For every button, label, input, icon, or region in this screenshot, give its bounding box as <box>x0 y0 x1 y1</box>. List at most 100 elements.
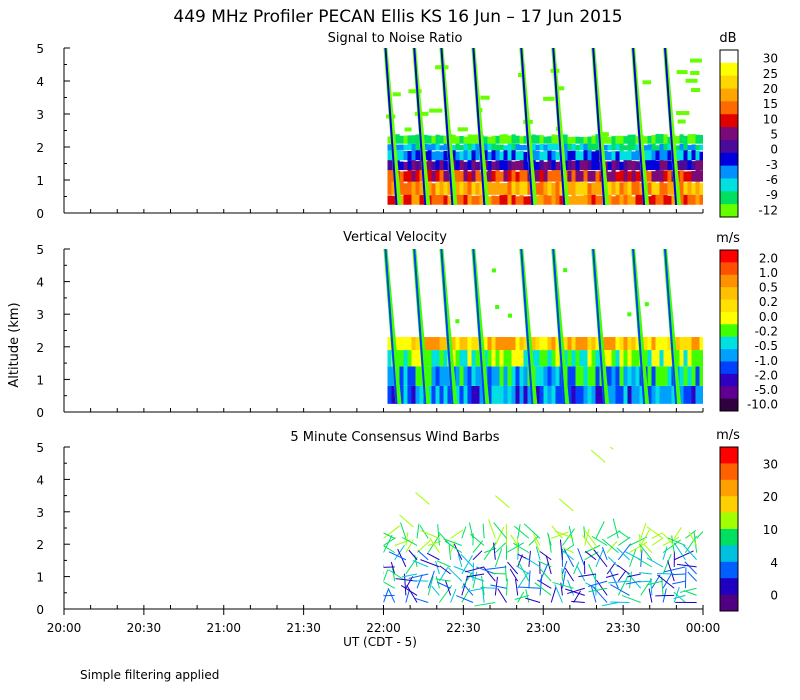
wind-barb <box>561 547 574 554</box>
colorbar-label: 4 <box>770 556 778 570</box>
wind-barb <box>528 550 531 567</box>
wind-barb <box>457 554 463 568</box>
vv-cell <box>463 350 468 367</box>
precip-streak <box>592 48 606 205</box>
colorbar-label: -9 <box>766 188 778 202</box>
wind-barb <box>480 586 496 589</box>
vv-cell <box>395 337 400 351</box>
precip-streak <box>520 249 534 404</box>
wind-barb <box>593 549 608 568</box>
vv-cell <box>579 337 584 351</box>
wind-barb <box>673 594 686 599</box>
vv-cell <box>659 366 664 386</box>
wind-barb <box>605 573 619 578</box>
colorbar-swatch <box>720 250 738 263</box>
snr-cell <box>563 149 568 161</box>
snr-cell <box>455 180 460 195</box>
wind-barb <box>448 544 452 560</box>
snr-cell <box>407 180 412 195</box>
vv-cell <box>399 366 404 386</box>
snr-cell <box>611 151 616 161</box>
snr-cell <box>607 171 612 182</box>
wind-barb <box>391 566 396 582</box>
wind-barb <box>514 525 530 539</box>
snr-cell <box>531 134 536 144</box>
wind-barb <box>461 571 473 589</box>
wind-barb <box>562 528 575 546</box>
wind-barb <box>435 578 451 582</box>
vv-cell <box>655 337 660 351</box>
vv-cell <box>579 385 584 404</box>
vv-cell <box>487 337 492 351</box>
snr-cell <box>429 108 443 113</box>
snr-cell <box>431 170 436 182</box>
snr-cell <box>647 135 652 144</box>
snr-cell <box>615 135 620 144</box>
snr-cell <box>407 193 412 205</box>
panel-data <box>383 249 703 404</box>
wind-barb <box>462 583 474 596</box>
vv-cell <box>495 385 500 404</box>
snr-cell <box>699 144 703 151</box>
precip-streak <box>472 249 486 404</box>
snr-cell <box>419 169 424 182</box>
snr-cell <box>551 169 556 182</box>
snr-cell <box>699 183 703 195</box>
wind-barb <box>646 557 664 568</box>
snr-cell <box>567 150 572 161</box>
vv-cell <box>683 385 688 404</box>
snr-cell <box>603 144 608 151</box>
vv-cell <box>439 385 444 404</box>
wind-barb <box>383 534 393 553</box>
snr-cell <box>627 134 632 144</box>
colorbar-swatch <box>720 262 738 276</box>
vv-cell <box>611 337 616 351</box>
snr-cell <box>511 168 516 182</box>
wind-barb <box>517 524 521 539</box>
snr-cell <box>443 170 448 182</box>
vv-cell <box>511 366 516 386</box>
wind-barb <box>483 567 496 582</box>
x-axis: 20:00 20:30 21:00 21:30 22:00 22:30 23:00 23:30… <box>47 609 720 635</box>
colorbar-swatch <box>720 398 738 412</box>
vv-cell <box>447 385 452 404</box>
snr-cell <box>435 194 440 205</box>
y-tick-label: 2 <box>36 538 44 552</box>
vv-cell <box>475 337 480 351</box>
vv-cell <box>463 385 468 404</box>
wind-barb <box>427 576 434 596</box>
y-tick-label: 5 <box>36 42 44 56</box>
vv-cell <box>507 366 512 386</box>
snr-cell <box>631 151 636 161</box>
snr-cell <box>523 181 528 195</box>
vv-cell <box>503 350 508 367</box>
snr-cell <box>687 134 692 144</box>
snr-cell <box>475 134 480 144</box>
snr-cell <box>691 144 696 151</box>
snr-cell <box>631 134 636 144</box>
vv-cell <box>439 350 444 367</box>
snr-cell <box>435 142 440 151</box>
vv-cell <box>699 385 703 404</box>
snr-cell <box>651 180 656 195</box>
snr-cell <box>611 160 616 171</box>
vv-cell <box>399 350 404 367</box>
snr-cell <box>511 161 516 171</box>
snr-cell <box>443 150 448 161</box>
wind-barb <box>494 495 510 508</box>
snr-cell <box>647 171 652 182</box>
panel-title: 5 Minute Consensus Wind Barbs <box>290 430 499 445</box>
snr-cell <box>659 181 664 195</box>
snr-cell <box>399 180 404 195</box>
snr-cell <box>499 144 504 151</box>
snr-cell <box>491 161 496 171</box>
snr-cell <box>395 144 400 151</box>
snr-cell <box>623 181 628 195</box>
wind-barb <box>554 584 563 603</box>
snr-cell <box>435 134 440 144</box>
snr-cell <box>607 194 612 205</box>
x-tick-label: 22:30 <box>446 621 481 635</box>
snr-cell <box>683 159 688 171</box>
snr-cell <box>511 134 516 144</box>
vv-cell <box>647 366 652 386</box>
